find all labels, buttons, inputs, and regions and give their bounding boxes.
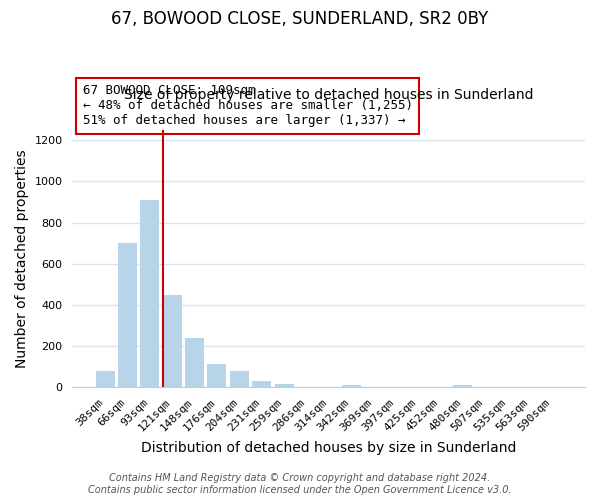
Bar (208, 364, 226, 387)
Bar (230, 371, 249, 387)
Bar (185, 338, 204, 387)
X-axis label: Distribution of detached houses by size in Sunderland: Distribution of detached houses by size … (141, 441, 517, 455)
Text: 67, BOWOOD CLOSE, SUNDERLAND, SR2 0BY: 67, BOWOOD CLOSE, SUNDERLAND, SR2 0BY (112, 10, 488, 28)
Bar (96, 371, 115, 387)
Bar (454, 385, 472, 387)
Bar (163, 294, 182, 387)
Y-axis label: Number of detached properties: Number of detached properties (15, 149, 29, 368)
Bar (252, 381, 271, 387)
Text: 67 BOWOOD CLOSE: 109sqm
← 48% of detached houses are smaller (1,255)
51% of deta: 67 BOWOOD CLOSE: 109sqm ← 48% of detache… (83, 84, 413, 128)
Bar (140, 200, 160, 387)
Text: Contains HM Land Registry data © Crown copyright and database right 2024.
Contai: Contains HM Land Registry data © Crown c… (88, 474, 512, 495)
Bar (118, 243, 137, 387)
Bar (275, 384, 293, 387)
Title: Size of property relative to detached houses in Sunderland: Size of property relative to detached ho… (124, 88, 533, 102)
Bar (341, 385, 361, 387)
